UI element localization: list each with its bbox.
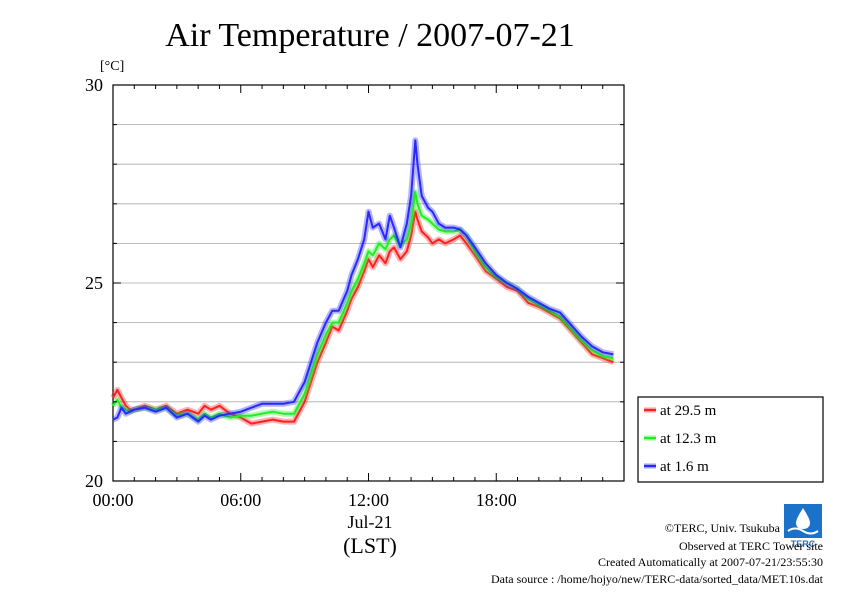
wave-icon [787,527,819,535]
water-drop-icon [796,508,810,529]
credit-copyright: ©TERC, Univ. Tsukuba [665,521,781,535]
x-tick-label: 00:00 [92,490,133,510]
series-line-3 [112,139,614,423]
y-tick-label: 30 [85,75,103,95]
x-tick-label: 18:00 [476,490,517,510]
y-tick-label: 25 [85,273,103,293]
y-tick-label: 20 [85,471,103,491]
x-tick-labels: 00:00 06:00 12:00 18:00 [92,85,625,510]
x-tick-label: 12:00 [348,490,389,510]
series-layer [110,137,615,427]
legend-label: at 12.3 m [660,431,717,447]
x-axis-unit-label: (LST) [343,533,397,558]
legend-box [637,396,824,483]
logo-text: TERC [791,539,816,549]
x-tick-label: 06:00 [220,490,261,510]
series-line-1 [112,210,614,425]
terc-logo: TERC [784,504,822,549]
chart-title: Air Temperature / 2007-07-21 [165,17,575,54]
legend-label: at 29.5 m [660,403,717,419]
y-tick-labels: 20 25 30 [85,75,624,491]
series-line-2 [112,190,614,421]
grid-lines [113,124,624,442]
credit-created: Created Automatically at 2007-07-21/23:5… [598,555,823,569]
credit-observed: Observed at TERC Tower site [679,539,823,553]
legend: at 29.5 m at 12.3 m at 1.6 m [637,396,824,483]
x-axis-date-label: Jul-21 [348,512,393,532]
credit-source: Data source : /home/hojyo/new/TERC-data/… [491,572,824,586]
y-axis-unit-label: [°C] [100,59,124,74]
legend-label: at 1.6 m [660,459,709,475]
